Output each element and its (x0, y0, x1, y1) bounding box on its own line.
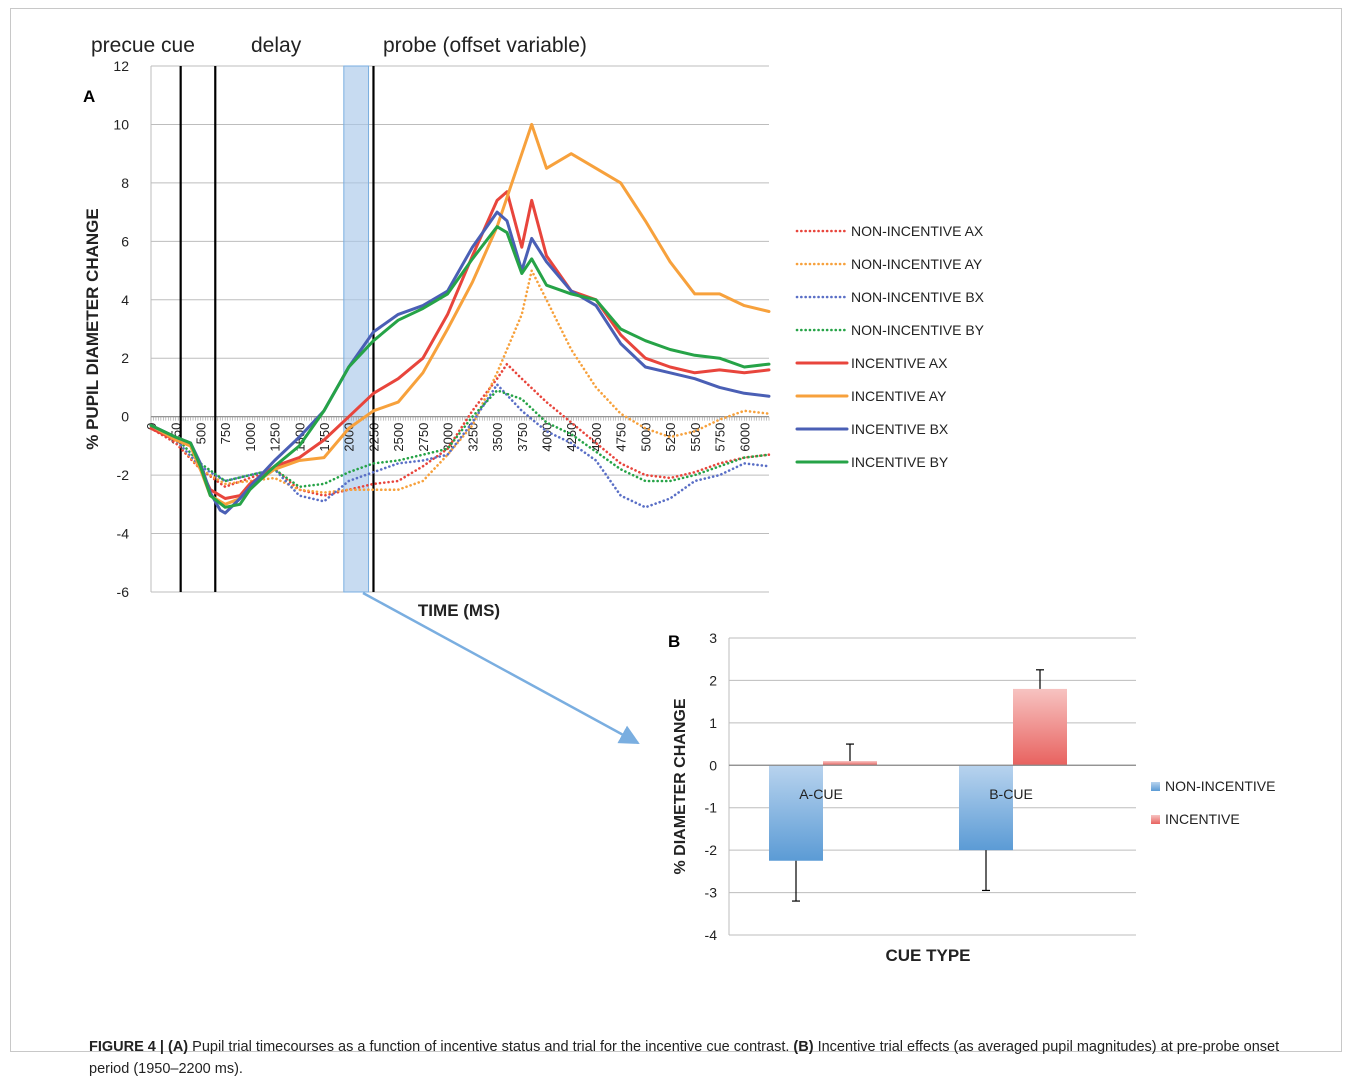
panel-a-legend-label: NON-INCENTIVE AY (851, 256, 983, 272)
panel-a-y-tick-label: -2 (117, 467, 130, 483)
panel-a-y-tick-label: 6 (121, 233, 129, 249)
panel-b-bar (823, 761, 877, 766)
panel-a-x-tick-label: 1250 (268, 423, 283, 452)
panel-b-y-tick-label: -3 (705, 885, 718, 901)
panel-a-label: A (83, 87, 95, 106)
panel-a-x-tick-label: 750 (218, 423, 233, 445)
panel-a-legend-label: INCENTIVE AX (851, 355, 948, 371)
panel-b-y-tick-label: 3 (709, 630, 717, 646)
panel-a-series-line (149, 210, 771, 515)
panel-b-y-tick-label: 2 (709, 672, 717, 688)
caption-text-a: Pupil trial timecourses as a function of… (188, 1039, 794, 1055)
panel-a-legend-label: INCENTIVE BY (851, 454, 949, 470)
panel-a-annotation: delay (251, 34, 302, 57)
panel-a-highlight-window (343, 65, 370, 593)
panel-a-y-tick-label: 0 (121, 409, 129, 425)
panel-a-y-tick-label: 12 (113, 58, 129, 74)
panel-a-x-tick-label: 3500 (490, 423, 505, 452)
panel-a-legend-label: INCENTIVE AY (851, 388, 947, 404)
panel-b-y-axis-title: % DIAMETER CHANGE (672, 698, 689, 874)
panel-a-x-axis-title: TIME (MS) (418, 601, 500, 620)
figure-caption: FIGURE 4 | (A) Pupil trial timecourses a… (89, 1036, 1314, 1080)
panel-b-x-axis-title: CUE TYPE (885, 946, 970, 965)
panel-b-legend-label: INCENTIVE (1165, 811, 1240, 827)
panel-a-x-tick-label: 2000 (342, 423, 357, 452)
panel-a-y-tick-label: 10 (113, 116, 129, 132)
panel-b-y-tick-label: -1 (705, 800, 718, 816)
panel-b-y-tick-label: -2 (705, 842, 718, 858)
panel-b-bar (769, 765, 823, 861)
panel-b-legend-label: NON-INCENTIVE (1165, 778, 1275, 794)
panel-a-legend-label: NON-INCENTIVE AX (851, 223, 984, 239)
panel-b-label: B (668, 632, 680, 651)
panel-a-y-axis-title: % PUPIL DIAMETER CHANGE (83, 208, 102, 450)
panel-a-x-tick-label: 4500 (589, 423, 604, 452)
panel-b-bar (959, 765, 1013, 851)
panel-a-x-tick-label: 4750 (614, 423, 629, 452)
panel-a-annotation: precue cue (91, 34, 195, 57)
panel-b-bar-chart: -4 -3 -2 -1 0 1 2 3 A-CUE B-CUE B % DIAMETER CHANGE… (668, 630, 1275, 965)
panel-b-y-tick-label: -4 (705, 927, 718, 943)
panel-a-x-tick-label: 500 (193, 423, 208, 445)
panel-a-y-tick-label: 4 (121, 292, 129, 308)
panel-a-series-line (149, 190, 771, 500)
panel-a-legend-label: NON-INCENTIVE BX (851, 289, 985, 305)
panel-b-y-tick-label: 0 (709, 757, 717, 773)
panel-b-category-label: A-CUE (799, 786, 843, 802)
panel-a-annotation: probe (offset variable) (383, 34, 587, 57)
panel-b-category-label: B-CUE (989, 786, 1033, 802)
zoom-arrow (362, 591, 640, 745)
panel-a-legend-label: INCENTIVE BX (851, 421, 949, 437)
panel-a-x-tick-label: 2500 (391, 423, 406, 452)
panel-a-x-tick-label: 5250 (663, 423, 678, 452)
panel-b-bar (1013, 688, 1067, 766)
panel-a-x-tick-label: 1000 (243, 423, 258, 452)
panel-b-legend-swatch (1151, 815, 1160, 824)
panel-a-x-tick-label: 1750 (317, 423, 332, 452)
panel-a-legend-label: NON-INCENTIVE BY (851, 322, 985, 338)
panel-a-x-tick-label: 4250 (564, 423, 579, 452)
panel-a-series-line (149, 362, 771, 497)
panel-a-y-tick-label: -6 (117, 584, 130, 600)
panel-a-series-line (149, 122, 771, 506)
panel-a-y-tick-label: -4 (117, 526, 130, 542)
panel-a-x-tick-label: 5750 (713, 423, 728, 452)
panel-a-series-line (149, 225, 771, 509)
panel-a-x-tick-label: 5500 (688, 423, 703, 452)
panel-a-x-tick-label: 6000 (737, 423, 752, 452)
panel-a-x-tick-label: 3750 (515, 423, 530, 452)
caption-label-a: FIGURE 4 | (A) (89, 1039, 189, 1055)
caption-label-b: (B) (793, 1039, 814, 1055)
figure-panel: -6 -4 -2 0 2 4 6 8 10 12 0 250 500 750 1000 1250 1500 175… (10, 8, 1342, 1077)
panel-b-legend-swatch (1151, 782, 1160, 791)
panel-b-y-tick-label: 1 (709, 715, 717, 731)
panel-a-series-line (149, 389, 771, 489)
panel-a-x-tick-label: 2750 (416, 423, 431, 452)
panel-a-series-line (149, 269, 771, 494)
panel-a-y-tick-label: 8 (121, 175, 129, 191)
panel-a-y-tick-label: 2 (121, 350, 129, 366)
